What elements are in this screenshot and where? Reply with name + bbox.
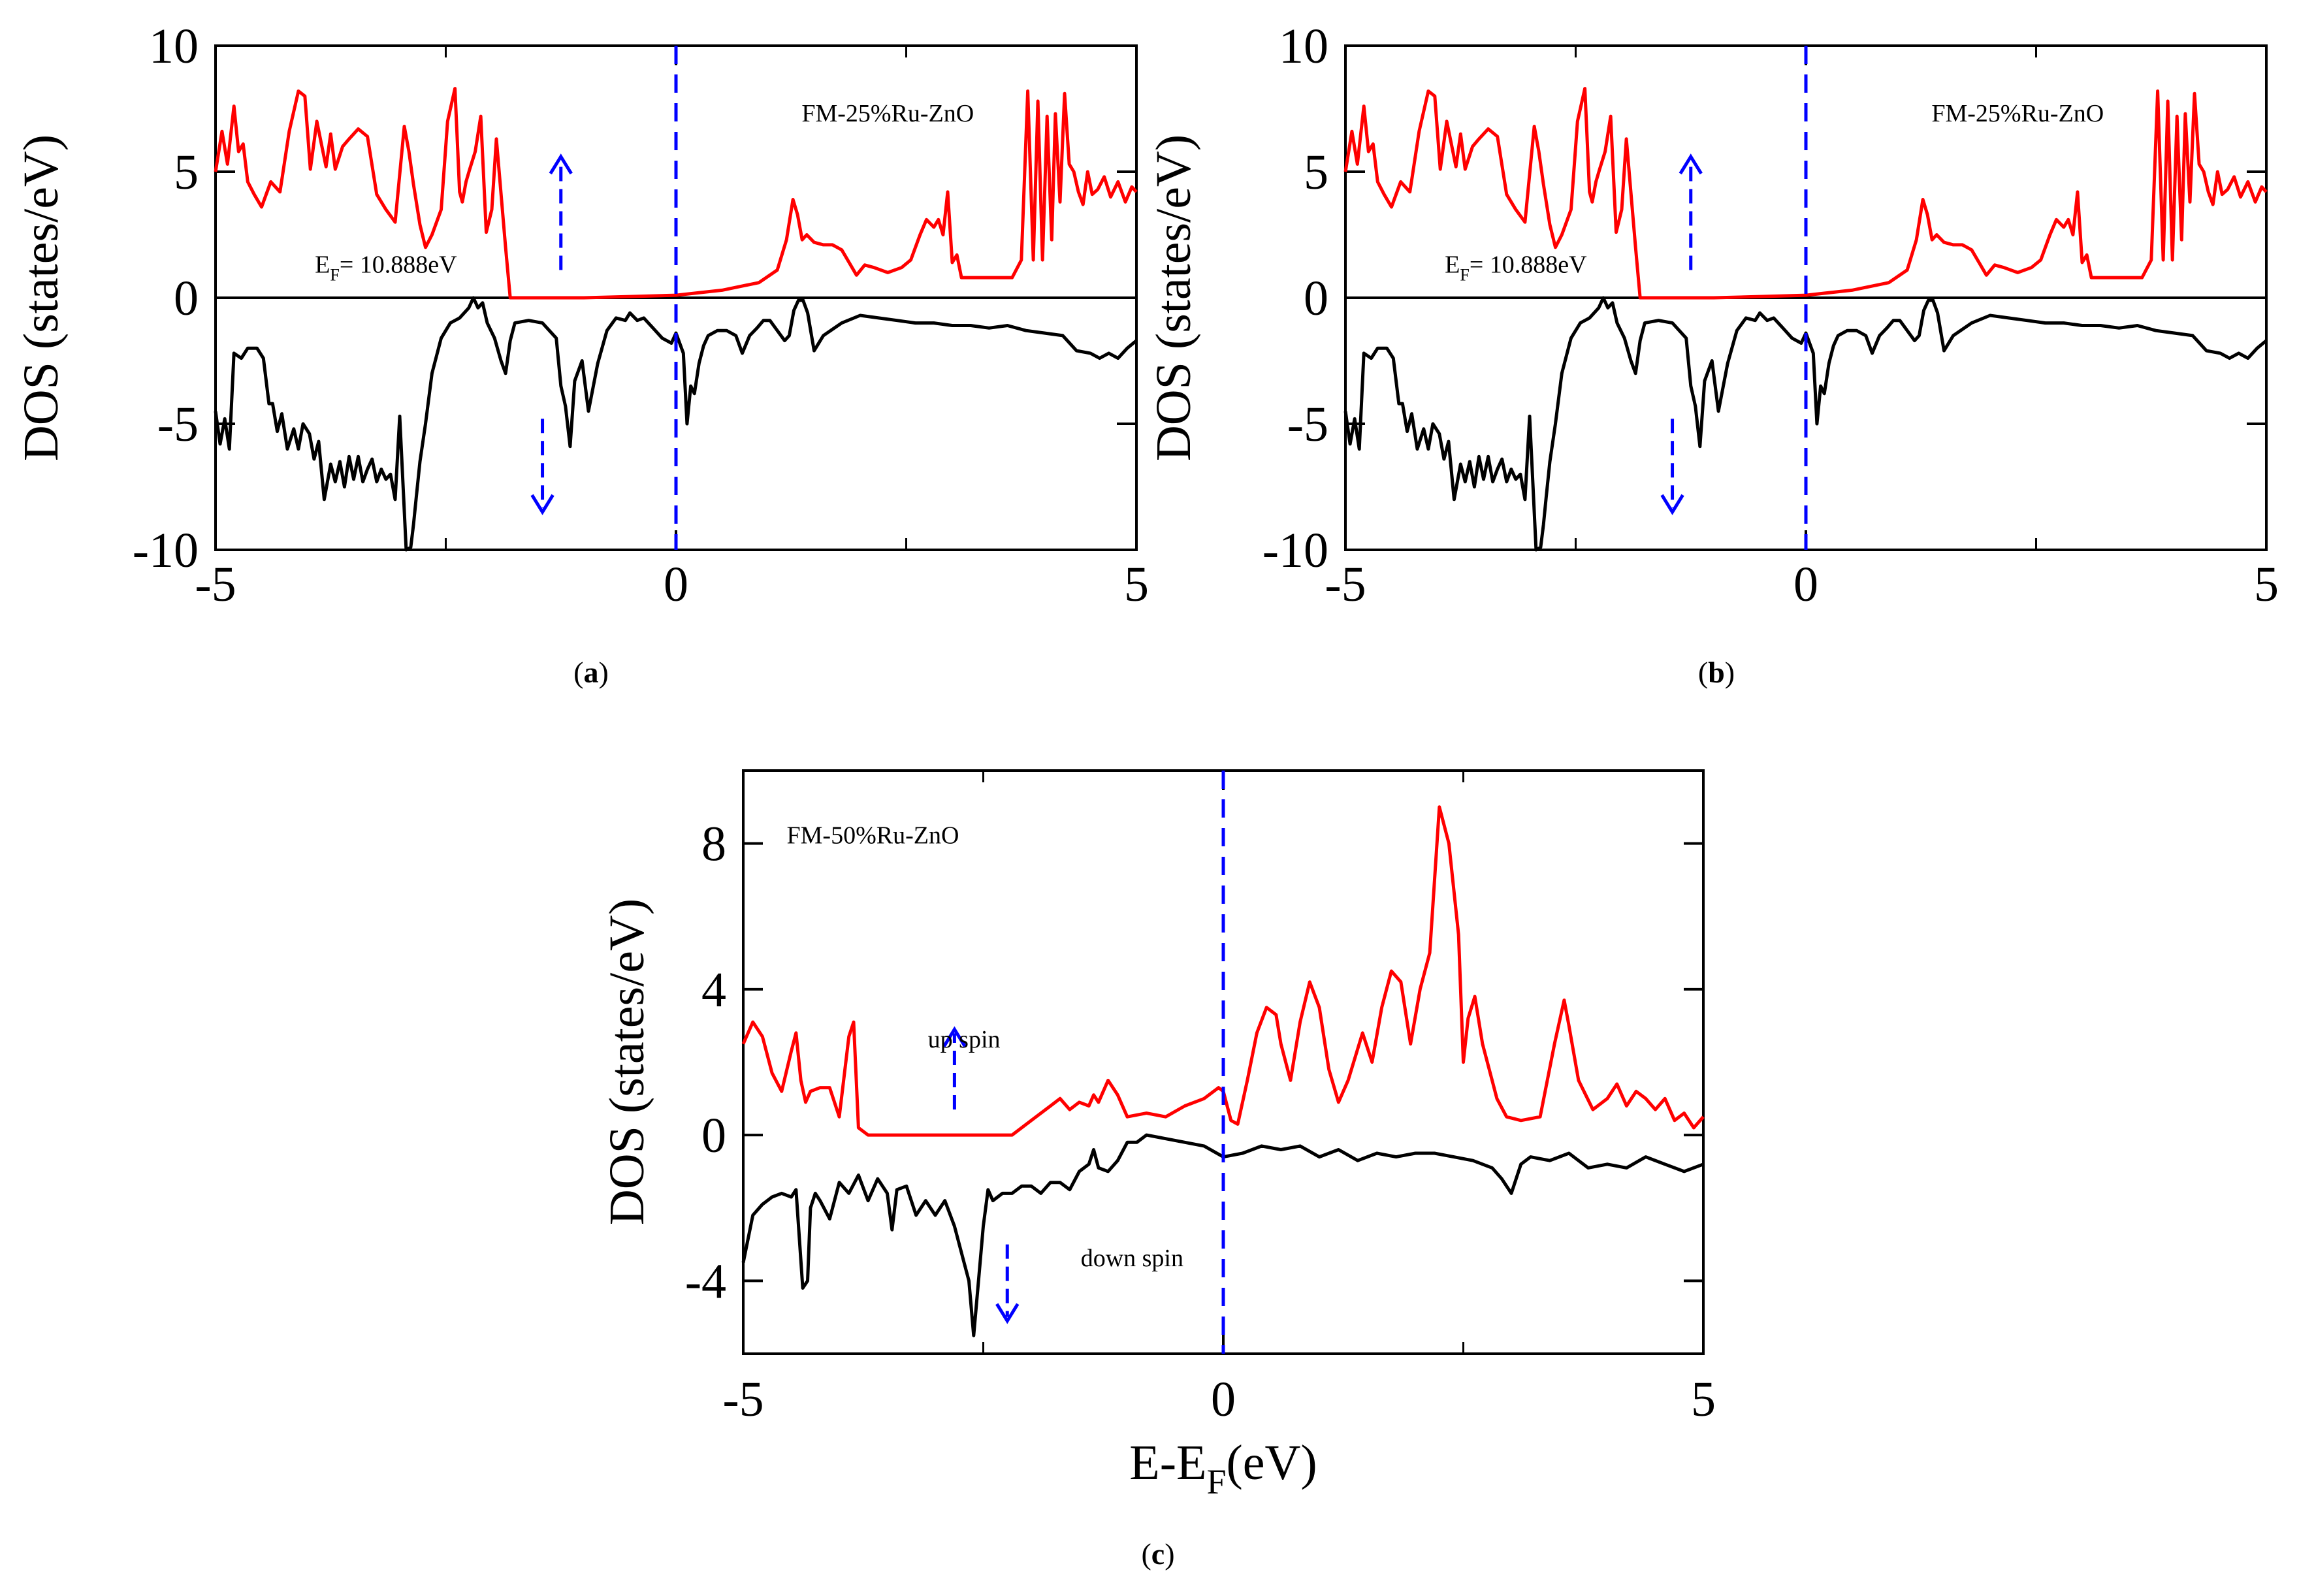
spin-up-arrow-icon — [1679, 153, 1703, 270]
spin-down-arrow-icon — [530, 419, 555, 515]
x-tick-label: -5 — [1325, 557, 1366, 612]
annotation: up spin — [928, 1026, 1001, 1053]
x-tick-label: 0 — [1793, 557, 1818, 612]
annotation: EF= 10.888eV — [315, 251, 457, 284]
panel-caption: (c) — [1141, 1537, 1174, 1571]
panel-caption: (b) — [1698, 656, 1735, 689]
annotation: FM-25%Ru-ZnO — [1931, 100, 2104, 127]
annotation: down spin — [1081, 1245, 1183, 1272]
spin-up-line — [214, 87, 1138, 300]
x-axis-label-unit: (eV) — [1226, 1435, 1317, 1490]
spin-up-line — [1343, 87, 2268, 300]
x-axis-label-sub: F — [1206, 1462, 1226, 1501]
y-tick-label: 4 — [701, 963, 726, 1017]
panel-c: -5 0 5 -4 0 4 8 DOS (states/eV) E-EF(eV) FM-50%Ru… — [600, 769, 1716, 1571]
spin-up-line — [741, 805, 1705, 1137]
y-tick-label: 5 — [1304, 145, 1328, 200]
y-axis-label: DOS (states/eV) — [600, 899, 654, 1225]
annotation-rest: = 10.888eV — [1470, 251, 1587, 278]
y-tick-label: 0 — [1304, 271, 1328, 326]
annotation: FM-25%Ru-ZnO — [801, 100, 974, 127]
x-tick-label: 5 — [1124, 557, 1149, 612]
x-tick-label: 5 — [1691, 1372, 1716, 1427]
annotation-sub: F — [330, 265, 339, 284]
spin-down-line — [214, 296, 1138, 552]
spin-up-arrow-icon — [549, 153, 573, 270]
y-tick-label: -5 — [1287, 397, 1328, 452]
spin-down-line — [1343, 296, 2268, 552]
annotation-text: FM-25%Ru-ZnO — [1931, 100, 2104, 127]
annotation-text: up spin — [928, 1026, 1001, 1053]
y-tick-label: 8 — [701, 817, 726, 872]
y-tick-label: -4 — [685, 1254, 726, 1309]
spin-down-arrow-icon — [995, 1244, 1020, 1324]
x-tick-label: -5 — [195, 557, 236, 612]
y-tick-label: -10 — [133, 523, 199, 578]
annotation-main: E — [315, 251, 330, 278]
y-axis-label: DOS (states/eV) — [1146, 135, 1201, 461]
x-tick-label: 0 — [664, 557, 688, 612]
y-tick-label: 5 — [174, 145, 199, 200]
x-tick-label: 0 — [1211, 1372, 1236, 1427]
panel-caption-letter: a — [584, 656, 599, 689]
annotation-text: FM-50%Ru-ZnO — [787, 822, 959, 850]
annotation: FM-50%Ru-ZnO — [787, 822, 959, 850]
y-tick-label: -10 — [1262, 523, 1328, 578]
panel-caption-letter: b — [1708, 656, 1725, 689]
y-tick-label: 0 — [701, 1108, 726, 1163]
annotation-rest: = 10.888eV — [340, 251, 457, 278]
panel-caption-letter: c — [1151, 1537, 1165, 1571]
annotation-main: E — [1445, 251, 1460, 278]
x-tick-label: -5 — [722, 1372, 764, 1427]
spin-up-arrow-icon — [942, 1026, 967, 1110]
spin-down-arrow-icon — [1660, 419, 1684, 515]
annotation: EF= 10.888eV — [1445, 251, 1587, 284]
y-tick-label: 10 — [1279, 19, 1328, 74]
spin-down-line — [741, 1133, 1704, 1337]
annotation-sub: F — [1460, 265, 1469, 284]
x-tick-label: 5 — [2254, 557, 2279, 612]
y-tick-label: 0 — [174, 271, 199, 326]
y-tick-label: -5 — [157, 397, 199, 452]
annotation-text: FM-25%Ru-ZnO — [801, 100, 974, 127]
y-tick-label: 10 — [149, 19, 199, 74]
y-axis-label: DOS (states/eV) — [14, 135, 69, 461]
x-axis-label: E-EF(eV) — [1129, 1435, 1317, 1501]
panel-caption: (a) — [573, 656, 609, 689]
annotation-text: down spin — [1081, 1245, 1183, 1272]
x-axis-label-main: E-E — [1129, 1435, 1206, 1490]
